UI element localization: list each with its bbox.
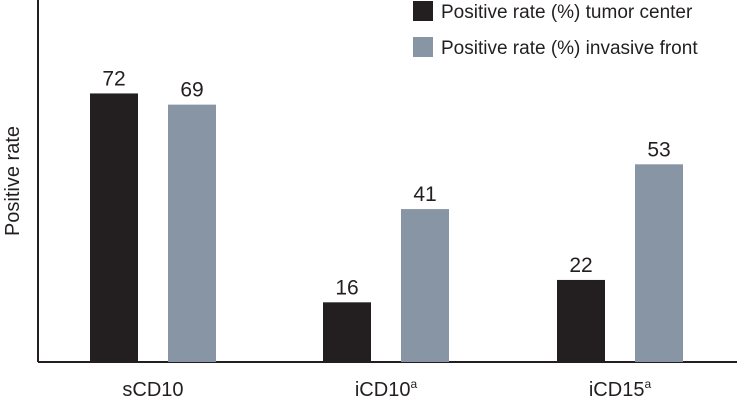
legend-swatch-series-1 xyxy=(413,1,433,21)
y-axis-label: Positive rate xyxy=(2,126,24,236)
bars-group xyxy=(90,93,683,362)
value-label-icd15-series-1: 22 xyxy=(569,254,592,277)
legend-swatch-series-2 xyxy=(413,37,433,57)
bar-scd10-series-1 xyxy=(90,93,138,362)
x-tick-label-icd15: iCD15a xyxy=(589,377,652,401)
value-label-icd10-series-1: 16 xyxy=(335,276,358,299)
value-labels-group: 72 69 16 41 22 53 xyxy=(102,67,670,299)
legend-label-series-1: Positive rate (%) tumor center xyxy=(441,2,693,23)
x-tick-label-icd10: iCD10a xyxy=(355,377,418,401)
x-tick-label-scd10: sCD10 xyxy=(122,379,183,401)
value-label-scd10-series-2: 69 xyxy=(180,79,203,102)
value-label-icd15-series-2: 53 xyxy=(647,138,670,161)
value-label-icd10-series-2: 41 xyxy=(413,183,436,206)
legend-label-series-2: Positive rate (%) invasive front xyxy=(441,38,698,59)
legend: Positive rate (%) tumor center Positive r… xyxy=(413,1,698,59)
x-tick-labels-group: sCD10 iCD10a iCD15a xyxy=(122,377,651,401)
bar-scd10-series-2 xyxy=(168,104,216,362)
bar-icd10-series-2 xyxy=(401,209,449,362)
bar-icd15-series-1 xyxy=(557,279,605,362)
value-label-scd10-series-1: 72 xyxy=(102,67,125,90)
bar-icd15-series-2 xyxy=(635,164,683,362)
bar-icd10-series-1 xyxy=(323,302,371,362)
